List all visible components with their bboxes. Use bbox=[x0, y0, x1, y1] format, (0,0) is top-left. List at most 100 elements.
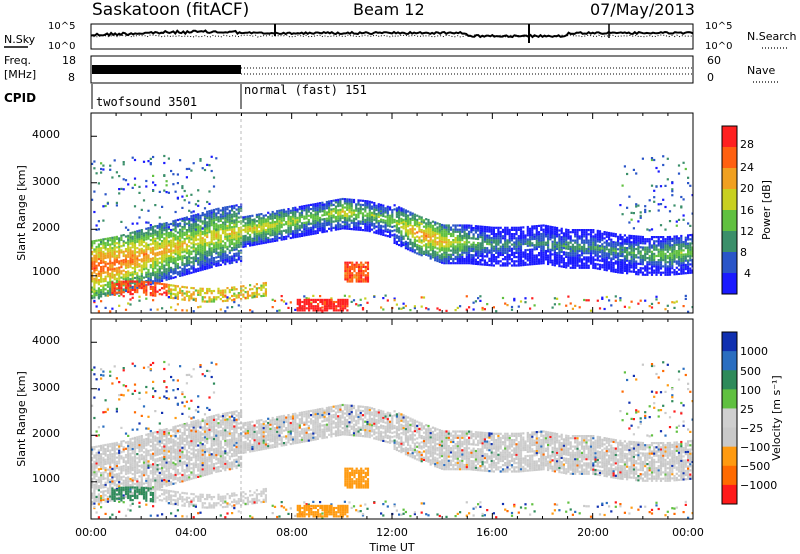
power-cell bbox=[321, 231, 324, 234]
power-cell bbox=[477, 235, 480, 238]
power-cell bbox=[149, 247, 152, 250]
power-cell bbox=[258, 232, 261, 235]
power-cell bbox=[596, 244, 599, 247]
power-cell bbox=[630, 251, 633, 254]
power-cell bbox=[221, 259, 225, 262]
power-cell bbox=[95, 245, 98, 249]
power-cell bbox=[271, 238, 274, 241]
power-cell bbox=[416, 252, 419, 255]
noise-search-label: N.Search bbox=[747, 30, 797, 43]
power-cell bbox=[253, 220, 256, 223]
power-cell bbox=[91, 280, 94, 283]
power-cell bbox=[427, 229, 430, 232]
power-cell bbox=[233, 232, 236, 235]
power-cell bbox=[504, 256, 507, 259]
power-cell bbox=[639, 216, 642, 219]
power-cell bbox=[648, 240, 651, 243]
power-cell bbox=[641, 259, 644, 262]
power-cell bbox=[197, 213, 200, 216]
power-cell bbox=[544, 231, 547, 234]
power-cell bbox=[463, 243, 466, 246]
power-cell bbox=[373, 225, 376, 228]
power-cell bbox=[296, 216, 299, 219]
power-cell bbox=[197, 189, 200, 192]
power-cell bbox=[276, 216, 279, 219]
power-cell bbox=[411, 243, 414, 247]
power-cell bbox=[623, 240, 626, 243]
power-cell bbox=[648, 199, 651, 202]
power-cell bbox=[533, 244, 536, 247]
power-cell bbox=[251, 239, 254, 242]
power-cell bbox=[179, 287, 182, 290]
power-cell bbox=[517, 251, 520, 254]
power-cell bbox=[612, 266, 615, 269]
power-cell bbox=[490, 237, 493, 240]
power-cell bbox=[427, 246, 430, 249]
power-cell bbox=[296, 229, 299, 232]
power-cell bbox=[273, 225, 277, 228]
power-cell bbox=[585, 235, 588, 238]
power-cell bbox=[152, 189, 155, 192]
power-cell bbox=[668, 265, 672, 268]
power-cell bbox=[598, 238, 602, 241]
power-cell bbox=[115, 201, 118, 204]
power-cell bbox=[547, 237, 550, 240]
power-cell bbox=[519, 228, 523, 231]
power-cell bbox=[109, 264, 112, 267]
power-cell bbox=[612, 253, 615, 256]
power-cell bbox=[194, 226, 197, 229]
power-cell bbox=[474, 231, 477, 234]
power-cell bbox=[504, 226, 507, 229]
power-cell bbox=[657, 203, 660, 206]
power-cell bbox=[391, 209, 394, 212]
power-cell bbox=[174, 265, 177, 268]
power-cell bbox=[662, 236, 665, 239]
power-cell bbox=[161, 231, 164, 234]
power-cell bbox=[517, 260, 520, 263]
power-cell bbox=[226, 297, 229, 300]
power-cell bbox=[574, 239, 577, 242]
power-cell bbox=[515, 249, 518, 252]
power-cell bbox=[133, 243, 137, 246]
power-cell bbox=[190, 250, 193, 253]
power-cell bbox=[192, 260, 195, 263]
power-cell bbox=[118, 247, 121, 250]
power-cell bbox=[334, 220, 337, 223]
power-cell bbox=[436, 230, 439, 233]
power-cell bbox=[513, 299, 516, 302]
power-cell bbox=[540, 239, 543, 242]
power-cell bbox=[416, 218, 419, 221]
power-cell bbox=[97, 249, 100, 252]
power-cell bbox=[341, 225, 344, 228]
power-cell bbox=[267, 218, 270, 221]
power-cell bbox=[255, 226, 258, 229]
power-cell bbox=[199, 260, 202, 263]
power-cell bbox=[181, 219, 184, 222]
power-cell bbox=[127, 253, 130, 256]
power-cell bbox=[529, 307, 532, 310]
power-cell bbox=[614, 247, 617, 250]
power-cell bbox=[291, 236, 295, 239]
power-cell bbox=[339, 225, 342, 228]
power-cell bbox=[310, 301, 313, 304]
power-cell bbox=[325, 211, 328, 214]
power-cell bbox=[271, 217, 274, 220]
power-cell bbox=[208, 212, 211, 215]
power-cell bbox=[445, 249, 448, 252]
power-cell bbox=[176, 196, 179, 199]
power-cell bbox=[404, 234, 407, 237]
power-cell bbox=[145, 265, 148, 268]
power-cell bbox=[174, 234, 177, 237]
power-cell bbox=[506, 256, 509, 259]
power-cell bbox=[260, 227, 263, 230]
power-cell bbox=[411, 212, 414, 215]
power-cell bbox=[571, 254, 574, 257]
power-cell bbox=[307, 210, 310, 213]
power-cell bbox=[472, 243, 475, 246]
power-cell bbox=[129, 248, 132, 251]
power-cell bbox=[481, 229, 484, 233]
power-cell bbox=[328, 227, 331, 230]
power-cell bbox=[551, 230, 554, 233]
power-cell bbox=[483, 236, 486, 239]
power-cell bbox=[163, 260, 166, 263]
